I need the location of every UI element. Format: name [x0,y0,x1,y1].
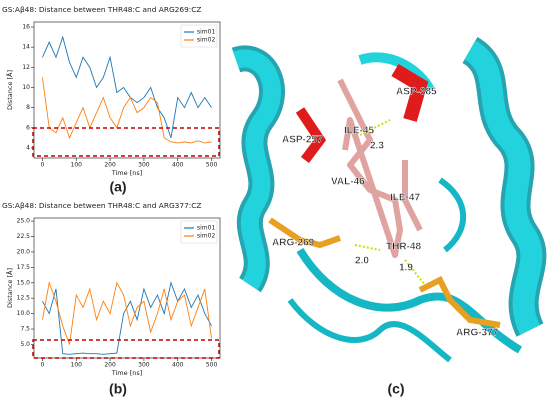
y-tick-label: 20.0 [17,248,31,255]
panel-label: (a) [109,179,126,195]
residue-label: ARG-377 [456,328,499,339]
residue-label: ASP-385 [396,87,437,98]
panel-label: (b) [109,381,127,397]
y-tick-label: 12 [22,64,30,71]
plot-frame [33,21,221,159]
data-line [42,35,212,138]
y-tick-label: 17.5 [17,264,31,271]
residue-label: ILE-47 [390,193,420,204]
highlight-box [32,127,220,157]
y-tick-label: 8 [26,104,30,111]
legend-label: sim01 [197,225,215,232]
x-tick-label: 100 [71,362,83,369]
residue-label: ILE-45 [344,126,374,137]
structure-image [228,36,550,384]
y-tick-label: 6 [26,124,30,131]
x-tick-label: 500 [206,162,218,169]
y-tick-label: 5.0 [20,341,30,348]
x-tick-label: 300 [138,362,150,369]
distance-label: 1.9 [399,263,413,274]
legend-label: sim01 [197,29,215,36]
legend-box [180,24,218,48]
highlight-box [32,339,220,359]
x-axis-label: Time [ns] [111,369,143,377]
y-tick-label: 10 [22,84,30,91]
legend-box [180,220,218,244]
distance-label: 2.3 [370,141,384,152]
panel-label: (c) [387,381,404,397]
x-tick-label: 200 [104,162,116,169]
y-tick-label: 15.0 [17,279,31,286]
x-tick-label: 200 [104,362,116,369]
y-axis-label: Distance [Å] [5,70,14,110]
y-tick-label: 22.5 [17,233,31,240]
y-tick-label: 10.0 [17,310,31,317]
residue-label: THR-48 [386,242,421,253]
x-axis-label: Time [ns] [111,169,143,177]
x-tick-label: 0 [41,162,45,169]
y-axis-label: Distance [Å] [5,268,14,308]
chart-title: GS:Aβ48: Distance between THR48:C and AR… [2,5,202,14]
data-line [42,77,212,144]
x-tick-label: 400 [172,362,184,369]
x-tick-label: 400 [172,162,184,169]
distance-label: 2.0 [355,256,369,267]
legend-label: sim02 [197,37,215,44]
y-tick-label: 12.5 [17,295,31,302]
residue-label: VAL-46 [331,177,365,188]
x-tick-label: 300 [138,162,150,169]
legend-label: sim02 [197,233,215,240]
data-line [42,281,212,355]
x-tick-label: 100 [71,162,83,169]
chart-title: GS:Aβ48: Distance between THR48:C and AR… [2,201,202,210]
x-tick-label: 500 [206,362,218,369]
x-tick-label: 0 [41,362,45,369]
y-tick-label: 25.0 [17,218,31,225]
residue-label: ASP-257 [282,135,323,146]
y-tick-label: 4 [26,144,30,151]
y-tick-label: 14 [22,44,30,51]
data-line [42,281,212,345]
residue-label: ARG-269 [272,238,315,249]
y-tick-label: 7.5 [20,326,30,333]
y-tick-label: 16 [22,24,30,31]
